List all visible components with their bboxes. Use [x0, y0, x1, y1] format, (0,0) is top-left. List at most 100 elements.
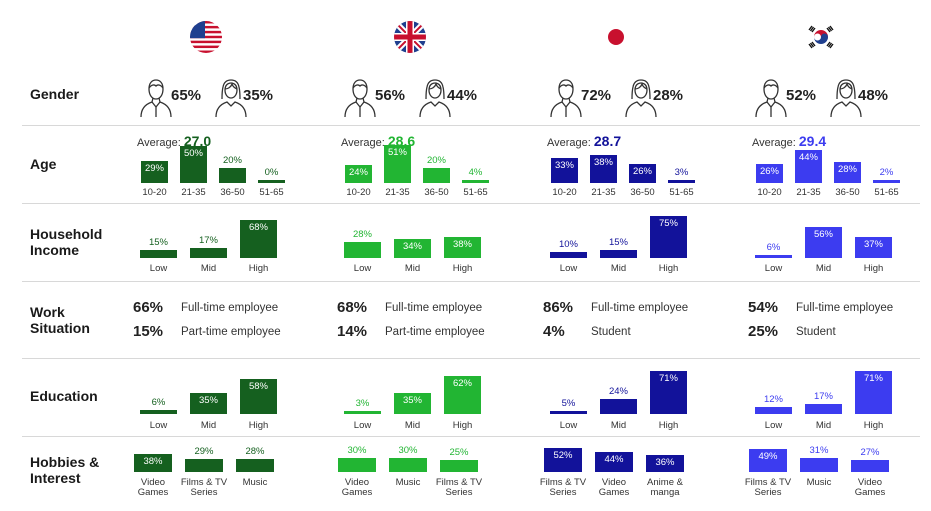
- income-category-label: High: [863, 263, 884, 274]
- row-divider: [22, 436, 920, 437]
- education-category-label: High: [863, 420, 884, 431]
- age-category-label: 10-20: [757, 187, 782, 198]
- age-bar: [590, 154, 617, 183]
- average-label: Average:: [341, 137, 388, 149]
- age-data-label: 2%: [879, 167, 894, 178]
- education-data-label: 35%: [402, 394, 422, 406]
- row-label-4: Education: [30, 388, 98, 404]
- age-bar: [219, 168, 246, 183]
- hobby-category-label: Video Games: [341, 477, 373, 498]
- hobby-data-label: 49%: [758, 451, 778, 463]
- female-person-icon: [829, 77, 863, 122]
- hobby-bar: [134, 454, 172, 472]
- education-data-label: 17%: [813, 390, 833, 402]
- education-data-label: 62%: [452, 378, 472, 390]
- age-data-label: 20%: [426, 155, 446, 167]
- age-category-label: 21-35: [796, 187, 821, 198]
- age-category-label: 51-65: [874, 187, 899, 198]
- gender-female-pct: 44%: [447, 87, 478, 104]
- hobby-category-label: Films & TV Series: [180, 477, 228, 498]
- gender-male-pct: 52%: [786, 87, 817, 104]
- income-category-label: Low: [559, 263, 578, 274]
- age-category-label: 10-20: [552, 187, 577, 198]
- work-pct: 4%: [543, 323, 565, 340]
- work-pct: 25%: [748, 323, 779, 340]
- income-category-label: Low: [764, 263, 783, 274]
- hobby-data-label: 31%: [809, 444, 829, 456]
- male-person-icon: [139, 77, 173, 122]
- age-average: Average: 28.7: [547, 133, 621, 149]
- age-category-label: 10-20: [346, 187, 371, 198]
- hobby-bar: [544, 448, 582, 472]
- education-category-label: Mid: [815, 420, 832, 431]
- income-bar: [855, 237, 892, 258]
- work-label: Part-time employee: [181, 326, 281, 338]
- income-data-label: 17%: [198, 235, 218, 247]
- age-bar: [258, 180, 285, 183]
- education-category-label: Low: [764, 420, 783, 431]
- income-data-label: 6%: [766, 241, 781, 253]
- income-data-label: 75%: [658, 218, 678, 229]
- korea-flag-icon: [805, 21, 837, 53]
- income-bar: [240, 219, 277, 258]
- hobby-category-label: Music: [806, 477, 832, 488]
- hobby-category-label: Music: [395, 477, 421, 488]
- age-bar: [668, 180, 695, 183]
- average-value: 29.4: [798, 133, 827, 149]
- income-bar: [444, 236, 481, 258]
- age-data-label: 33%: [554, 160, 574, 172]
- education-category-label: Mid: [200, 420, 217, 431]
- average-label: Average:: [547, 137, 594, 149]
- education-bar: [855, 371, 892, 414]
- uk-flag-icon: [394, 21, 426, 53]
- income-category-label: Mid: [610, 263, 627, 274]
- hobby-data-label: 44%: [604, 453, 624, 465]
- hobby-data-label: 52%: [553, 450, 573, 461]
- female-person-icon: [214, 77, 248, 122]
- income-data-label: 37%: [863, 239, 883, 251]
- male-person-icon: [754, 77, 788, 122]
- age-category-label: 51-65: [669, 187, 694, 198]
- hobby-category-label: Video Games: [854, 477, 886, 498]
- age-data-label: 26%: [759, 165, 779, 177]
- hobby-data-label: 29%: [194, 445, 214, 457]
- age-bar: [551, 158, 578, 183]
- female-person-icon: [418, 77, 452, 122]
- work-label: Part-time employee: [385, 326, 485, 338]
- education-category-label: High: [658, 420, 679, 431]
- income-bar: [755, 254, 792, 258]
- work-label: Student: [591, 326, 631, 338]
- work-pct: 54%: [748, 299, 779, 316]
- education-category-label: Mid: [610, 420, 627, 431]
- gender-female-pct: 35%: [243, 87, 274, 104]
- hobby-data-label: 30%: [347, 445, 367, 457]
- work-pct: 86%: [543, 299, 574, 316]
- education-bar: [190, 392, 227, 414]
- work-pct: 15%: [133, 323, 164, 340]
- income-bar: [140, 249, 177, 258]
- us-flag-icon: [190, 21, 222, 53]
- age-category-label: 21-35: [591, 187, 616, 198]
- income-category-label: Mid: [200, 263, 217, 274]
- work-label: Full-time employee: [385, 302, 483, 314]
- work-label: Full-time employee: [181, 302, 279, 314]
- work-pct: 66%: [133, 299, 164, 316]
- education-category-label: Low: [353, 420, 372, 431]
- education-bar: [344, 411, 381, 414]
- row-label-0: Gender: [30, 86, 80, 102]
- hobby-category-label: Films & TV Series: [744, 477, 792, 498]
- age-data-label: 50%: [183, 147, 203, 159]
- income-bar: [190, 248, 227, 258]
- income-category-label: Mid: [815, 263, 832, 274]
- age-bar: [795, 150, 822, 183]
- row-divider: [22, 358, 920, 359]
- age-data-label: 44%: [798, 152, 818, 164]
- work-label: Full-time employee: [796, 302, 894, 314]
- age-category-label: 10-20: [142, 187, 167, 198]
- education-bar: [805, 403, 842, 414]
- age-bar: [834, 162, 861, 183]
- male-person-icon: [343, 77, 377, 122]
- education-bar: [550, 410, 587, 414]
- age-category-label: 51-65: [463, 187, 488, 198]
- education-bar: [394, 392, 431, 414]
